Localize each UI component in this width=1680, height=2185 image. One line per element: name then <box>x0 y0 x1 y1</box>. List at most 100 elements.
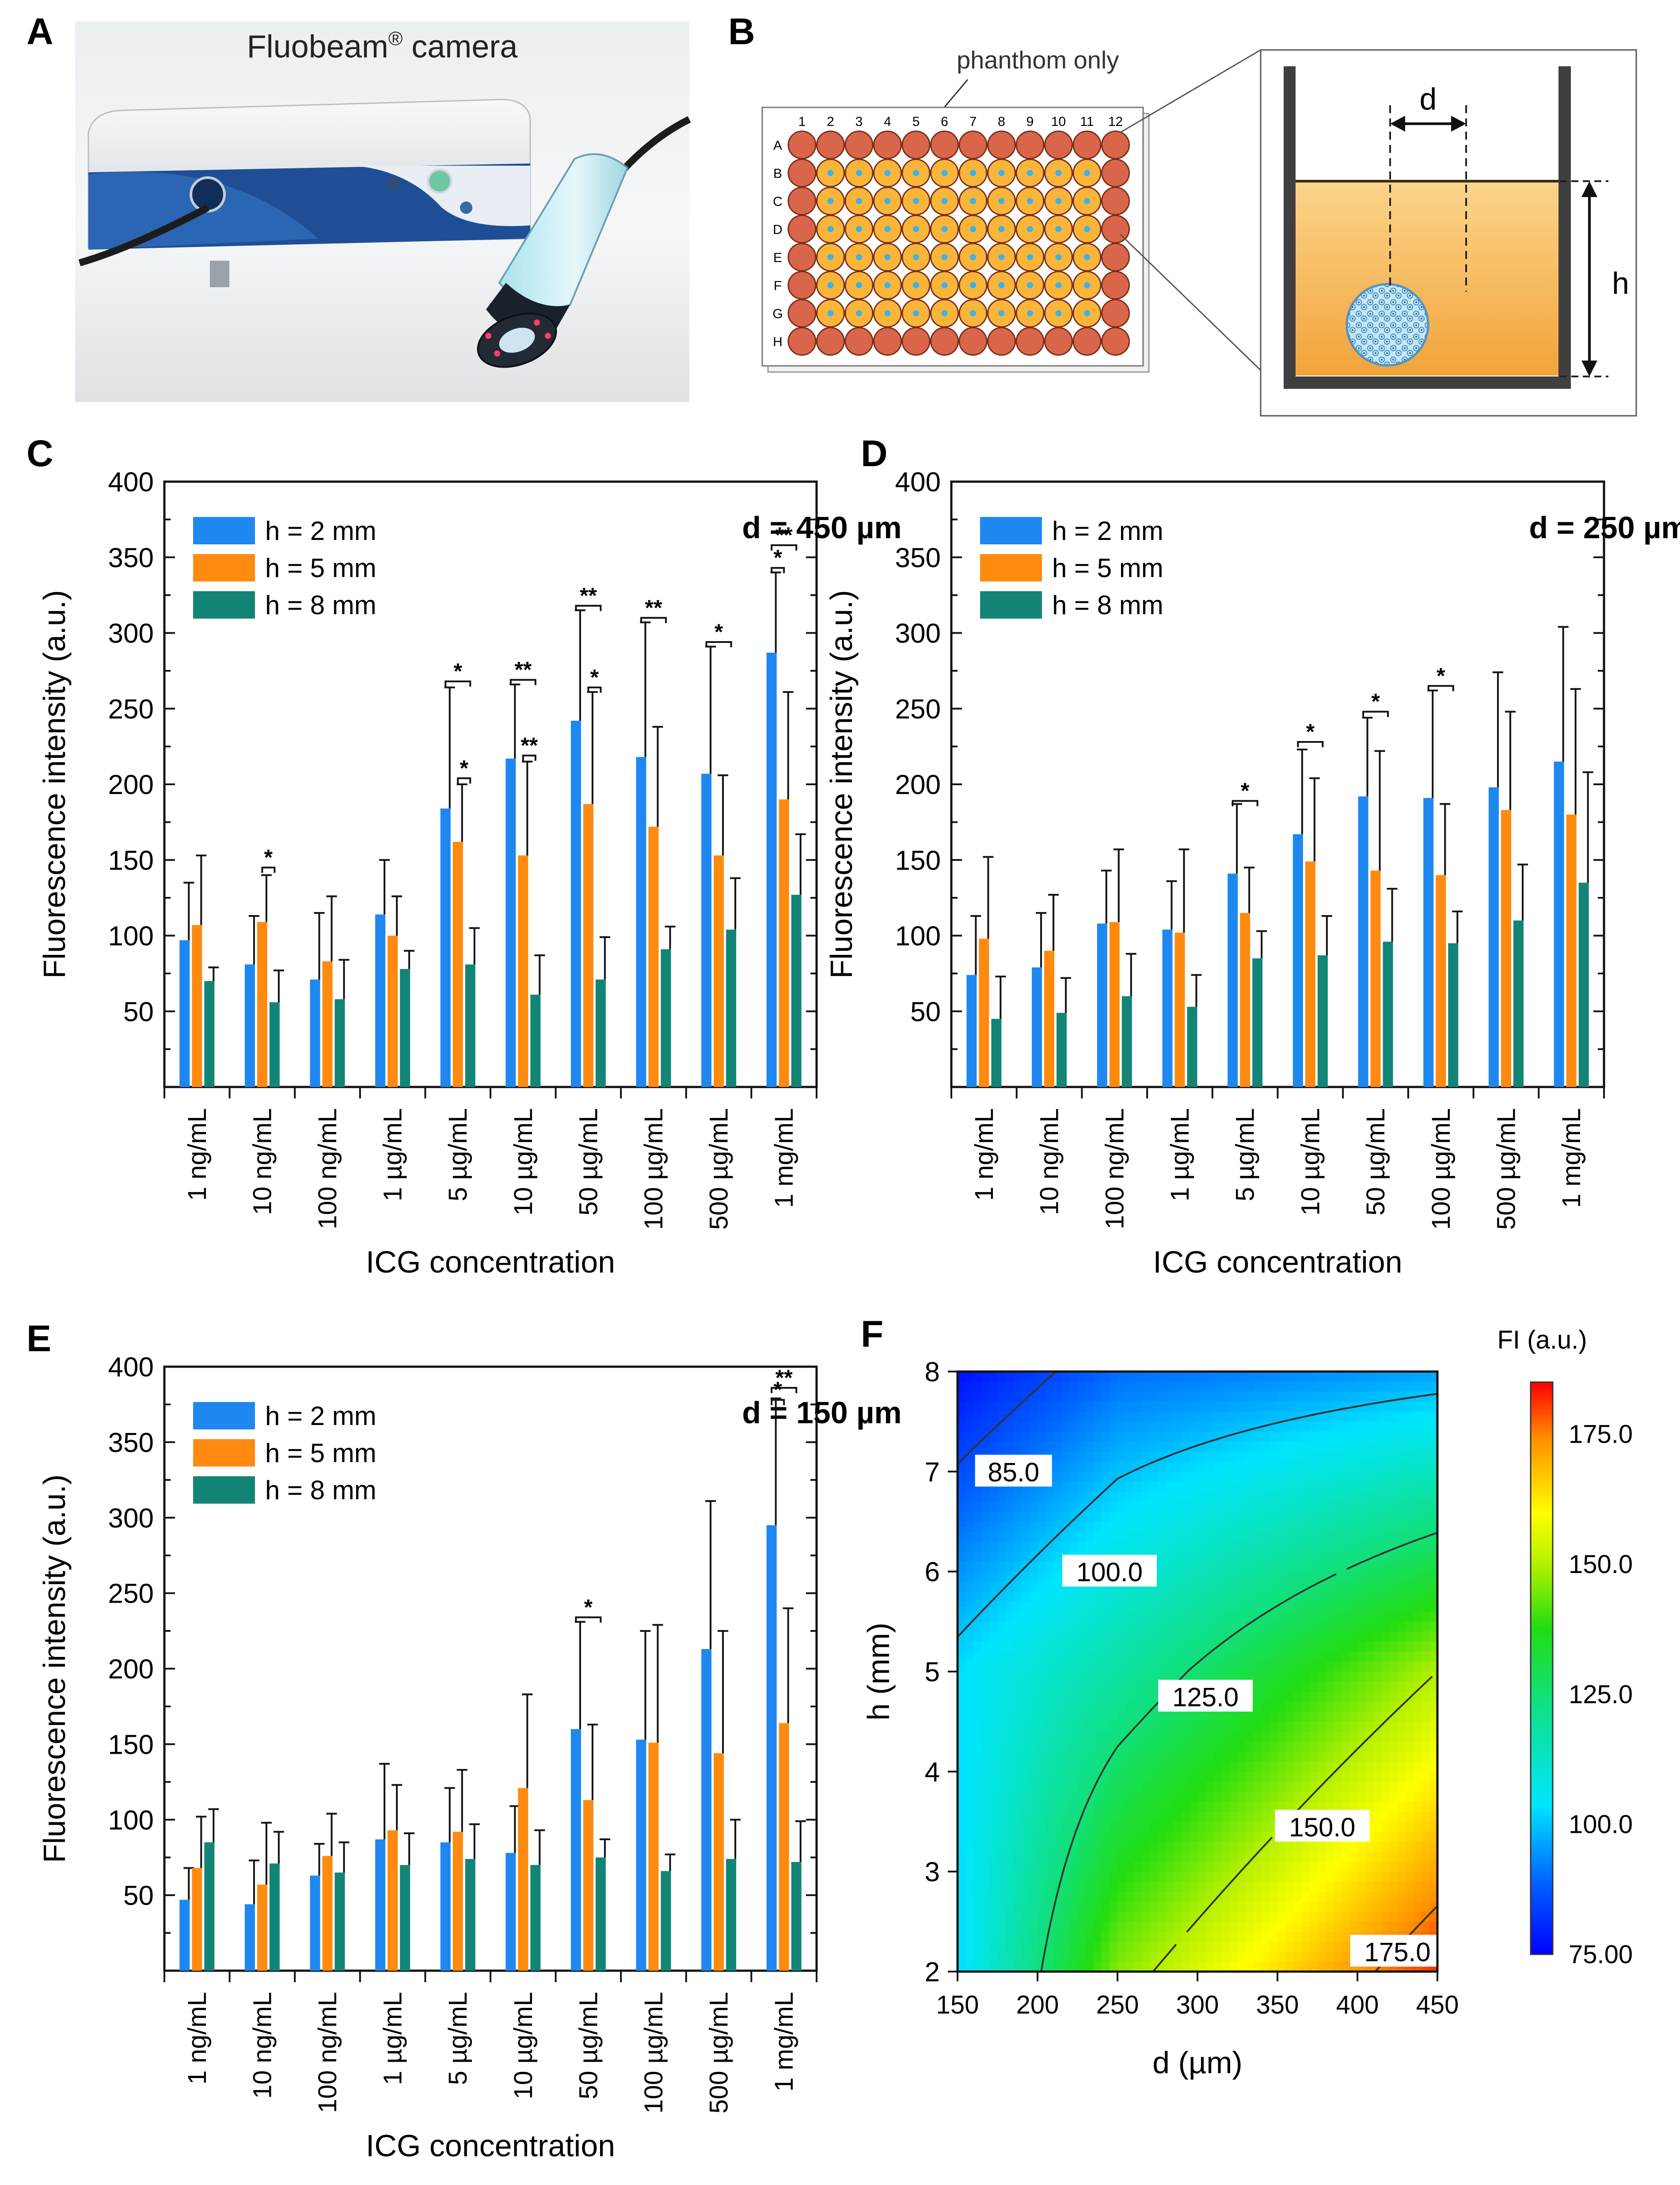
contour-cell <box>1085 1871 1094 1882</box>
contour-cell <box>1301 1571 1310 1582</box>
contour-cell <box>1221 1381 1230 1392</box>
contour-cell <box>1405 1491 1414 1502</box>
contour-cell <box>1357 1871 1366 1882</box>
contour-cell <box>1253 1391 1262 1402</box>
contour-cell <box>1261 1721 1270 1732</box>
contour-cell <box>965 1731 974 1742</box>
contour-cell <box>1125 1452 1134 1462</box>
contour-cell <box>1381 1401 1390 1412</box>
contour-cell <box>1413 1491 1422 1502</box>
contour-cell <box>1341 1851 1350 1862</box>
contour-cell <box>1349 1901 1358 1912</box>
contour-cell <box>1189 1881 1198 1892</box>
contour-cell <box>1038 1401 1046 1412</box>
contour-cell <box>1389 1531 1398 1542</box>
contour-cell <box>1189 1631 1198 1642</box>
contour-cell <box>1038 1421 1046 1432</box>
contour-cell <box>1125 1801 1134 1812</box>
contour-cell <box>1213 1441 1222 1452</box>
contour-cell <box>1021 1911 1030 1922</box>
contour-cell <box>1277 1411 1286 1422</box>
contour-cell <box>1181 1871 1190 1882</box>
contour-cell <box>1189 1821 1198 1832</box>
contour-cell <box>965 1661 974 1672</box>
well-empty <box>844 327 874 356</box>
contour-cell <box>1085 1461 1094 1472</box>
contour-cell <box>1229 1381 1238 1392</box>
contour-cell <box>1261 1771 1270 1782</box>
contour-cell <box>1333 1681 1342 1692</box>
contour-cell <box>1333 1452 1342 1462</box>
contour-cell <box>1077 1851 1086 1862</box>
contour-cell <box>1053 1841 1062 1852</box>
contour-cell <box>1053 1581 1062 1592</box>
contour-cell <box>997 1491 1006 1502</box>
contour-cell <box>1038 1661 1046 1672</box>
contour-cell <box>981 1811 990 1822</box>
contour-cell <box>1253 1931 1262 1942</box>
contour-cell <box>1109 1511 1118 1522</box>
contour-cell <box>1221 1921 1230 1932</box>
contour-cell <box>1397 1642 1406 1652</box>
contour-cell <box>1109 1811 1118 1822</box>
bar <box>1174 932 1185 1087</box>
contour-cell <box>1101 1591 1110 1602</box>
contour-cell <box>1373 1691 1382 1702</box>
contour-cell <box>1429 1452 1438 1462</box>
contour-cell <box>965 1921 974 1932</box>
contour-cell <box>1045 1391 1054 1402</box>
contour-cell <box>1317 1901 1326 1912</box>
x-tick-label: 150 <box>936 1991 979 2019</box>
contour-cell <box>1165 1562 1174 1572</box>
contour-cell <box>1285 1651 1294 1662</box>
contour-cell <box>1149 1731 1158 1742</box>
contour-cell <box>1181 1731 1190 1742</box>
contour-cell <box>1341 1401 1350 1412</box>
contour-cell <box>1173 1591 1182 1602</box>
contour-cell <box>1053 1571 1062 1582</box>
contour-cell <box>1229 1401 1238 1412</box>
contour-cell <box>958 1571 966 1582</box>
well-empty <box>844 130 874 160</box>
contour-cell <box>1141 1801 1150 1812</box>
contour-cell <box>1373 1401 1382 1412</box>
bar <box>452 842 463 1087</box>
contour-cell <box>1261 1391 1270 1402</box>
well-spheroid-dot <box>1055 254 1062 260</box>
bar <box>1032 967 1042 1087</box>
contour-cell <box>1085 1781 1094 1792</box>
contour-cell <box>1229 1411 1238 1422</box>
contour-cell <box>997 1931 1006 1942</box>
contour-cell <box>1301 1621 1310 1632</box>
contour-cell <box>1053 1862 1062 1872</box>
legend-swatch <box>193 1476 255 1504</box>
contour-cell <box>1389 1781 1398 1792</box>
contour-cell <box>1141 1851 1150 1862</box>
contour-cell <box>1253 1481 1262 1492</box>
contour-cell <box>1245 1771 1254 1782</box>
contour-cell <box>1341 1591 1350 1602</box>
contour-cell <box>1213 1562 1222 1572</box>
contour-cell <box>1038 1651 1046 1662</box>
contour-cell <box>1053 1821 1062 1832</box>
contour-cell <box>1229 1862 1238 1872</box>
contour-cell <box>1038 1701 1046 1712</box>
contour-cell <box>1173 1881 1182 1892</box>
contour-cell <box>958 1942 966 1952</box>
contour-cell <box>965 1911 974 1922</box>
x-tick-label: 1 ng/mL <box>183 1108 212 1201</box>
contour-cell <box>1205 1721 1214 1732</box>
bar <box>388 935 398 1087</box>
contour-cell <box>1181 1461 1190 1472</box>
contour-cell <box>1197 1471 1206 1482</box>
contour-cell <box>1413 1871 1422 1882</box>
contour-cell <box>1269 1711 1278 1722</box>
contour-cell <box>1117 1541 1126 1552</box>
contour-cell <box>1149 1372 1158 1382</box>
contour-cell <box>1061 1942 1070 1952</box>
contour-cell <box>1229 1551 1238 1562</box>
contour-cell <box>981 1911 990 1922</box>
contour-cell <box>1317 1701 1326 1712</box>
contour-cell <box>1165 1531 1174 1542</box>
contour-cell <box>1038 1581 1046 1592</box>
